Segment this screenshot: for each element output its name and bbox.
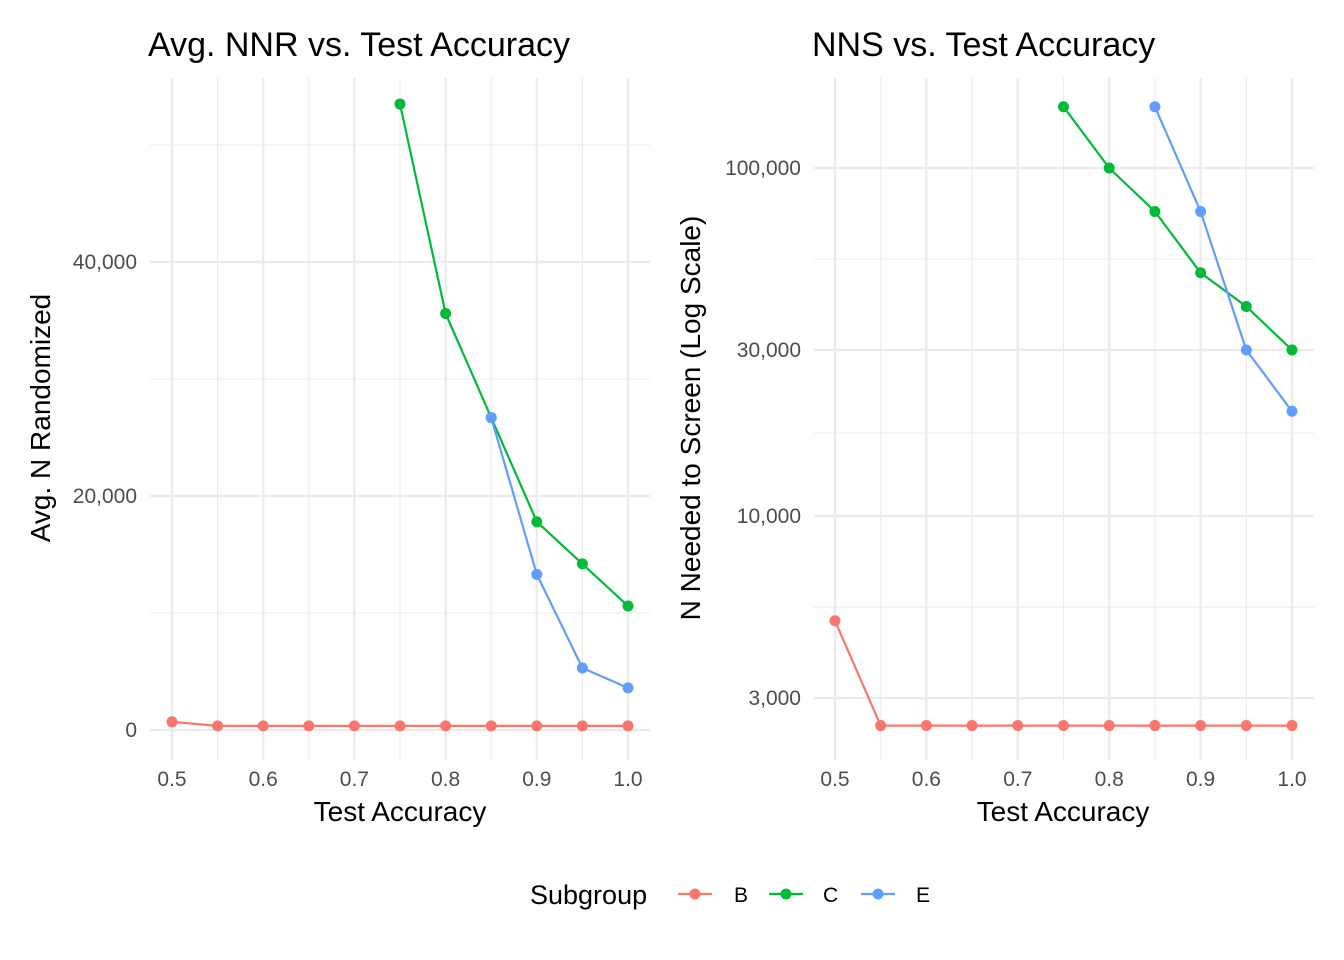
legend: Subgroup B C E xyxy=(530,880,930,910)
legend-key-c-point xyxy=(780,888,792,900)
legend-item-c: C xyxy=(769,884,838,907)
legend-item-e: E xyxy=(861,884,930,907)
right-x-tick-label: 0.5 xyxy=(820,768,849,791)
right-y-tick-label: 100,000 xyxy=(725,157,801,180)
right-y-tick-label: 3,000 xyxy=(748,687,801,710)
left-series-b-point xyxy=(440,720,452,732)
left-chart-title: Avg. NNR vs. Test Accuracy xyxy=(148,26,570,64)
right-y-tick-label: 30,000 xyxy=(737,339,801,362)
left-x-tick-label: 0.7 xyxy=(340,768,369,791)
left-series-e-point xyxy=(485,412,497,424)
left-grid xyxy=(150,78,650,760)
right-series-b-point xyxy=(875,720,887,732)
left-series-c-point xyxy=(576,558,588,570)
right-series-c-point xyxy=(1286,344,1298,356)
legend-title: Subgroup xyxy=(530,880,647,910)
left-x-tick-label: 0.5 xyxy=(157,768,186,791)
left-x-tick-label: 0.8 xyxy=(431,768,460,791)
legend-key-b-point xyxy=(689,888,701,900)
left-series-e-point xyxy=(622,682,634,694)
left-series-b-point xyxy=(576,720,588,732)
right-series-b-point xyxy=(1286,720,1298,732)
right-series-b-point xyxy=(920,720,932,732)
left-series-b-point xyxy=(394,720,406,732)
left-series-b-point xyxy=(622,720,634,732)
left-series-c-point xyxy=(531,516,543,528)
right-series-b-point xyxy=(1012,720,1024,732)
left-y-ticks: 0 20,000 40,000 xyxy=(73,251,137,742)
right-y-ticks: 3,000 10,000 30,000 100,000 xyxy=(725,157,801,710)
right-series-c-point xyxy=(1195,267,1207,279)
left-series-c-point xyxy=(622,600,634,612)
right-x-tick-label: 0.6 xyxy=(912,768,941,791)
left-series-e-point xyxy=(576,662,588,674)
right-x-tick-label: 0.7 xyxy=(1003,768,1032,791)
right-panel: NNS vs. Test Accuracy 0.5 0.6 0.7 0.8 0.9 1.0… xyxy=(675,26,1314,827)
left-y-tick-label: 40,000 xyxy=(73,251,137,274)
left-x-tick-label: 0.9 xyxy=(522,768,551,791)
right-series-e-line xyxy=(1153,106,1293,412)
left-series-b-point xyxy=(257,720,269,732)
left-series xyxy=(166,98,634,732)
left-y-tick-label: 20,000 xyxy=(73,485,137,508)
right-series-e-point xyxy=(1240,344,1252,356)
right-series-e-point xyxy=(1149,101,1161,113)
right-x-tick-label: 0.9 xyxy=(1186,768,1215,791)
left-series-c-point xyxy=(440,307,452,319)
left-series-b-point xyxy=(485,720,497,732)
right-x-ticks: 0.5 0.6 0.7 0.8 0.9 1.0 xyxy=(820,768,1306,791)
left-x-ticks: 0.5 0.6 0.7 0.8 0.9 1.0 xyxy=(157,768,642,791)
left-series-b-point xyxy=(348,720,360,732)
legend-item-b: B xyxy=(678,884,748,907)
right-series-b-point xyxy=(1195,720,1207,732)
legend-label-c: C xyxy=(823,884,838,907)
left-series-c-line xyxy=(398,103,629,607)
right-grid xyxy=(814,78,1314,760)
right-series xyxy=(829,101,1298,732)
right-chart-title: NNS vs. Test Accuracy xyxy=(812,26,1155,64)
left-series-b-point xyxy=(531,720,543,732)
right-series-b-point xyxy=(829,615,841,627)
right-series-b-point xyxy=(966,720,978,732)
legend-label-b: B xyxy=(734,884,748,907)
right-y-axis-title: N Needed to Screen (Log Scale) xyxy=(675,216,706,621)
legend-label-e: E xyxy=(916,884,930,907)
right-series-c-point xyxy=(1240,300,1252,312)
left-x-axis-title: Test Accuracy xyxy=(314,796,487,827)
right-x-tick-label: 0.8 xyxy=(1095,768,1124,791)
right-series-c-point xyxy=(1058,101,1069,113)
left-series-b-point xyxy=(212,720,224,732)
left-x-tick-label: 0.6 xyxy=(249,768,278,791)
left-series-b-point xyxy=(166,716,178,728)
right-x-axis-title: Test Accuracy xyxy=(977,796,1150,827)
right-series-c-point xyxy=(1149,205,1161,217)
left-y-tick-label: 0 xyxy=(125,719,137,742)
right-series-b-point xyxy=(1149,720,1161,732)
right-series-b-point xyxy=(1103,720,1115,732)
left-series-b-point xyxy=(303,720,315,732)
right-series-b-point xyxy=(1058,720,1069,732)
right-x-tick-label: 1.0 xyxy=(1277,768,1306,791)
right-series-c-point xyxy=(1103,162,1115,174)
left-x-tick-label: 1.0 xyxy=(613,768,642,791)
left-series-c-point xyxy=(394,98,406,110)
right-y-tick-label: 10,000 xyxy=(737,505,801,528)
left-series-e-line xyxy=(490,417,629,689)
right-series-e-point xyxy=(1195,205,1207,217)
left-series-e-point xyxy=(531,568,543,580)
right-series-e-point xyxy=(1286,405,1298,417)
left-y-axis-title: Avg. N Randomized xyxy=(25,294,56,543)
right-series-b-point xyxy=(1240,720,1252,732)
legend-key-e-point xyxy=(872,888,884,900)
left-panel: Avg. NNR vs. Test Accuracy 0.5 0.6 0.7 0.8 0… xyxy=(25,26,650,827)
right-series-c-line xyxy=(1062,106,1293,351)
